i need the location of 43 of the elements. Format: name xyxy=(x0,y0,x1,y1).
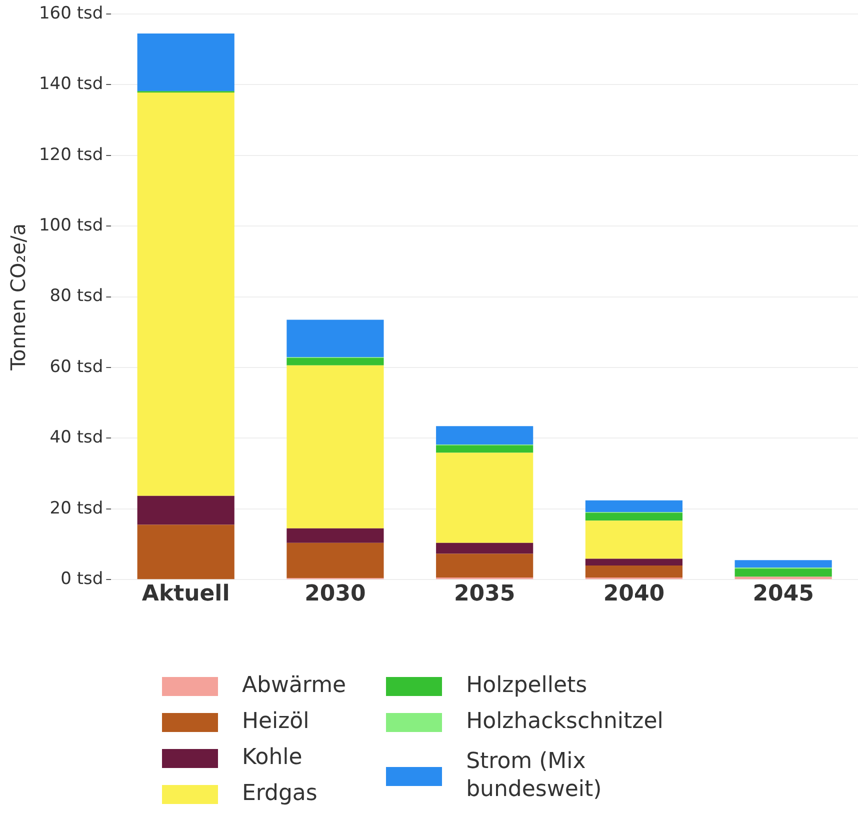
bar xyxy=(137,496,234,525)
y-tick-label: 60 tsd xyxy=(50,356,104,377)
bar xyxy=(286,542,384,578)
bar xyxy=(585,520,682,559)
y-tick-label: 40 tsd xyxy=(50,428,104,448)
bar xyxy=(734,568,832,577)
legend-label: Kohle xyxy=(242,744,302,772)
legend-label: Abwärme xyxy=(242,672,346,700)
bar xyxy=(585,500,682,512)
legend-label: Holzpellets xyxy=(466,672,588,700)
y-tick-label: 20 tsd xyxy=(50,498,104,518)
y-tick-label: 80 tsd xyxy=(50,286,104,306)
y-tick-label: 120 tsd xyxy=(38,144,104,165)
bar xyxy=(137,92,234,496)
bar xyxy=(436,445,534,453)
x-tick-label: 2040 xyxy=(603,582,665,607)
bar xyxy=(436,426,534,445)
bar xyxy=(585,512,682,521)
bar xyxy=(137,524,234,580)
x-tick-label: 2030 xyxy=(304,582,366,607)
y-axis-title: Tonnen CO₂e/a xyxy=(6,223,30,372)
bar xyxy=(436,554,534,578)
bar xyxy=(137,33,234,92)
bar xyxy=(734,560,832,568)
bar xyxy=(585,565,682,578)
bar xyxy=(286,528,384,543)
x-tick-label: 2045 xyxy=(752,582,814,607)
bar xyxy=(436,452,534,543)
legend-label: Erdgas xyxy=(242,780,318,808)
x-tick-label: 2035 xyxy=(454,582,516,607)
bar xyxy=(286,365,384,528)
y-tick-label: 160 tsd xyxy=(38,3,104,24)
bar xyxy=(585,558,682,566)
bar xyxy=(286,320,384,358)
y-tick-label: 140 tsd xyxy=(38,74,104,94)
legend-label: Strom (Mix bundesweit) xyxy=(466,748,603,804)
bar xyxy=(436,542,534,554)
y-tick-label: 0 tsd xyxy=(60,569,104,590)
bar xyxy=(286,358,384,366)
legend-label: Heizöl xyxy=(242,708,310,736)
y-tick-label: 100 tsd xyxy=(38,216,104,236)
x-tick-label: Aktuell xyxy=(142,582,230,607)
legend-label: Holzhackschnitzel xyxy=(466,708,664,736)
